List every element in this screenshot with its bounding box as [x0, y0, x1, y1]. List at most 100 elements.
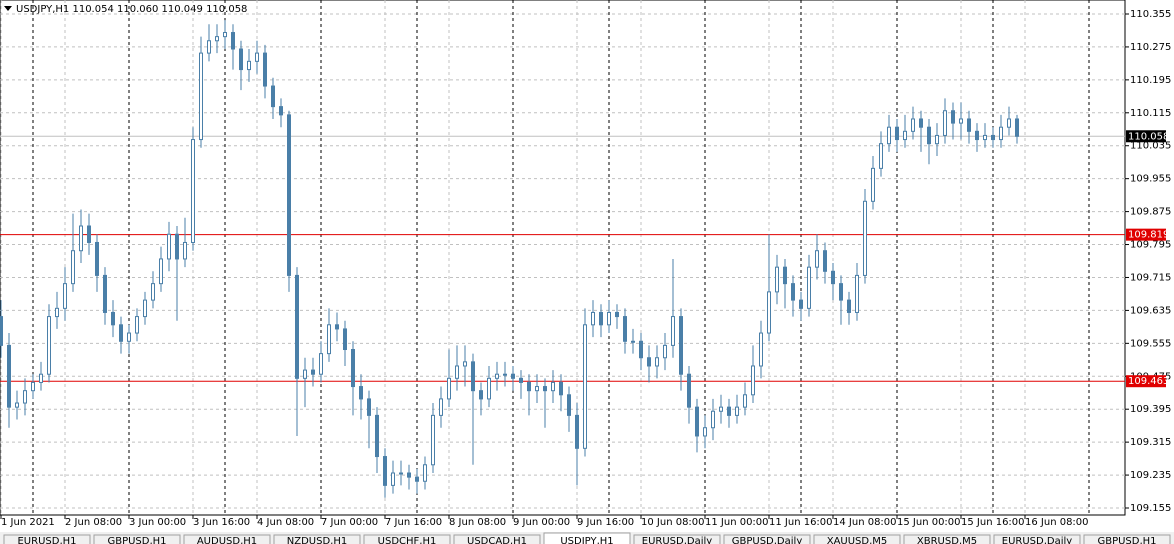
tab-label: GBPUSD,H1 [107, 536, 166, 544]
candle-body [679, 316, 683, 375]
tab[interactable]: EURUSD,Daily [633, 534, 721, 544]
x-tick-label: 9 Jun 00:00 [513, 517, 570, 528]
candle-body [663, 344, 667, 359]
tab[interactable]: NZDUSD,H1 [273, 534, 361, 544]
tab[interactable]: USDCAD,H1 [453, 534, 541, 544]
candle-body [191, 139, 195, 243]
candle-body [383, 456, 387, 486]
candle-body [471, 361, 475, 392]
candle-body [943, 110, 947, 136]
candle-body [223, 32, 227, 38]
tab-label: USDJPY,H1 [560, 536, 613, 544]
candle-body [55, 307, 59, 318]
candle-body [463, 361, 467, 367]
tab[interactable]: USDCHF,H1 [363, 534, 451, 544]
tab-label: XAUUSD,M5 [827, 536, 888, 544]
candle-body [31, 381, 35, 392]
candle-body [767, 291, 771, 334]
candle-body [231, 32, 235, 50]
x-tick-label: 4 Jun 08:00 [257, 517, 314, 528]
candle-body [7, 344, 11, 408]
candle-body [599, 311, 603, 326]
y-tick-label: 109.875 [1130, 207, 1171, 218]
candle-body [303, 369, 307, 379]
tab-box [813, 534, 901, 544]
candle-body [247, 60, 251, 71]
candle-body [399, 472, 403, 475]
candle-body [183, 241, 187, 260]
candle-body [79, 225, 83, 252]
candle-body [631, 340, 635, 343]
tab[interactable]: XAUUSD,M5 [813, 534, 901, 544]
candle-body [671, 316, 675, 346]
tab-box [993, 534, 1081, 544]
candle-body [0, 316, 3, 346]
candle-body [775, 266, 779, 293]
candle-body [151, 283, 155, 301]
candle-body [623, 316, 627, 342]
x-tick-label: 2 Jun 08:00 [65, 517, 122, 528]
tab[interactable]: EURUSD,H1 [3, 534, 91, 544]
candle-body [359, 386, 363, 400]
tab[interactable]: EURUSD,Daily [993, 534, 1081, 544]
candle-body [519, 377, 523, 383]
candle-body [751, 365, 755, 396]
candle-body [351, 349, 355, 388]
current-price-label: 110.058 [1128, 131, 1169, 142]
tab[interactable]: GBPUSD,H1 [1083, 534, 1171, 544]
candle-body [455, 365, 459, 379]
candle-body [687, 373, 691, 408]
candle-body [695, 406, 699, 437]
candle-body [719, 406, 723, 412]
tab[interactable]: GBPUSD,Daily [723, 534, 811, 544]
candle-body [783, 266, 787, 285]
candle-body [159, 258, 163, 285]
x-tick-label: 7 Jun 16:00 [385, 517, 442, 528]
candle-body [439, 398, 443, 416]
candle-body [199, 52, 203, 141]
tab-box [93, 534, 181, 544]
y-tick-label: 109.395 [1130, 404, 1171, 415]
candle-body [927, 126, 931, 145]
y-tick-label: 109.235 [1130, 470, 1171, 481]
candle-body [239, 48, 243, 71]
candle-body [639, 340, 643, 359]
tab-label: GBPUSD,Daily [732, 536, 803, 544]
candle-body [495, 373, 499, 379]
candle-body [415, 476, 419, 482]
candle-body [391, 472, 395, 486]
candle-body [535, 386, 539, 392]
tab-box [633, 534, 721, 544]
candle-body [271, 85, 275, 108]
candle-body [791, 283, 795, 301]
tab[interactable]: USDJPY,H1 [543, 532, 631, 544]
x-tick-label: 1 Jun 2021 [1, 517, 55, 528]
candle-body [559, 381, 563, 396]
tab-box [1083, 534, 1171, 544]
tab[interactable]: GBPUSD,H1 [93, 534, 181, 544]
candle-body [911, 118, 915, 132]
y-tick-label: 110.035 [1130, 141, 1171, 152]
price-label-box [1126, 375, 1166, 388]
price-label: 109.819 [1128, 230, 1169, 241]
candle-body [655, 357, 659, 367]
tab-label: XBRUSD,M5 [917, 536, 977, 544]
candle-body [255, 52, 259, 62]
tab-box [363, 534, 451, 544]
candle-body [119, 324, 123, 342]
candle-body [935, 134, 939, 145]
tab[interactable]: AUDUSD,H1 [183, 534, 271, 544]
candle-body [735, 406, 739, 416]
y-tick-label: 109.715 [1130, 272, 1171, 283]
candle-body [799, 299, 803, 309]
candle-body [279, 106, 283, 116]
candle-body [903, 130, 907, 141]
plot-frame [0, 0, 1126, 516]
candle-body [407, 472, 411, 478]
candle-body [527, 381, 531, 392]
candle-body [607, 311, 611, 326]
candle-body [503, 373, 507, 376]
chart-title: USDJPY,H1 110.054 110.060 110.049 110.05… [16, 4, 247, 15]
tab[interactable]: XBRUSD,M5 [903, 534, 991, 544]
